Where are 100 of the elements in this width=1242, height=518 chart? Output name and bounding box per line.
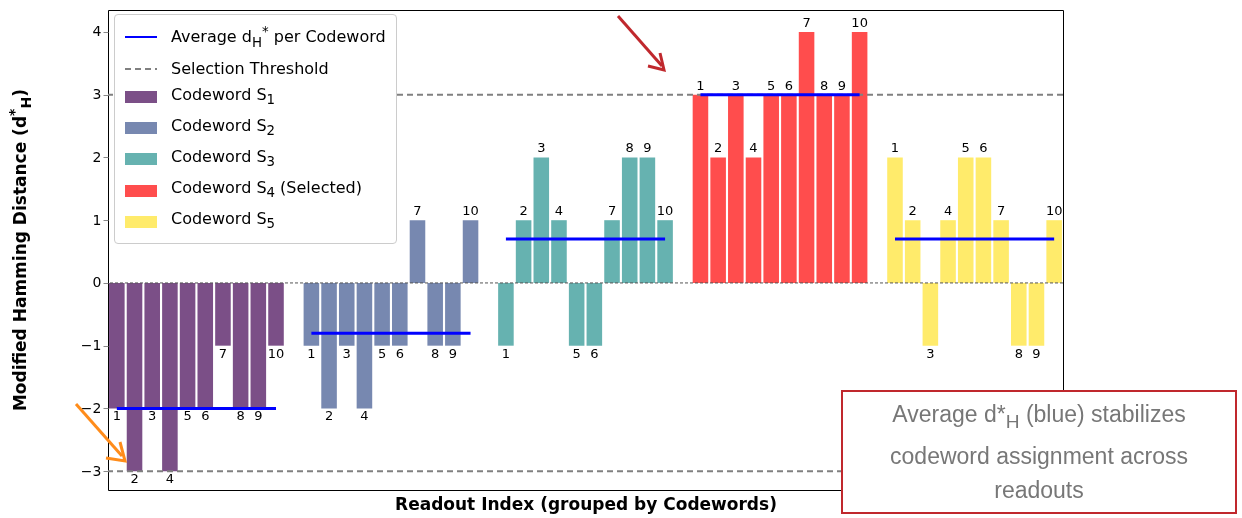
x-tick-label: 9 xyxy=(1032,345,1041,361)
bar xyxy=(197,282,214,409)
bar xyxy=(109,282,125,409)
bar xyxy=(1011,282,1027,346)
bar xyxy=(887,157,903,283)
x-tick-label: 6 xyxy=(201,408,210,424)
x-tick-label: 8 xyxy=(1014,345,1023,361)
x-tick-label: 2 xyxy=(908,203,917,219)
bar xyxy=(126,282,143,472)
x-tick-label: 7 xyxy=(996,203,1006,219)
bar xyxy=(834,94,850,283)
annotation: Average d*$_{H}$ (blue) stabilizes codeword assignment across readouts xyxy=(889,400,1189,505)
bar xyxy=(356,282,373,409)
bar xyxy=(692,94,709,283)
x-tick-label: 5 xyxy=(183,408,192,424)
x-tick-label: 4 xyxy=(554,203,564,219)
bar xyxy=(179,282,196,409)
legend-label: Codeword S$_{3}$ xyxy=(171,145,276,172)
bar xyxy=(498,282,514,346)
x-tick-label: 8 xyxy=(820,77,829,93)
legend-label: Codeword S$_{1}$ xyxy=(171,83,276,109)
bar xyxy=(957,157,974,283)
y-tick-label: −2 xyxy=(80,399,102,416)
bar xyxy=(1046,220,1062,283)
bar xyxy=(798,31,815,283)
x-tick-label: 3 xyxy=(731,77,740,93)
x-tick-label: 9 xyxy=(643,140,652,156)
x-tick-label: 1 xyxy=(501,345,511,361)
x-tick-label: 1 xyxy=(112,408,121,424)
bar xyxy=(427,282,443,346)
x-tick-label: 1 xyxy=(307,345,316,361)
bar xyxy=(215,282,231,346)
bar xyxy=(975,157,992,283)
x-tick-label: 3 xyxy=(342,345,351,361)
bar xyxy=(409,220,426,283)
bar xyxy=(586,282,603,346)
bar xyxy=(851,31,868,283)
y-tick-label: −3 xyxy=(80,462,102,479)
bar xyxy=(993,220,1009,283)
note-box: Average d*$_{H}$ (blue) stabilizes codeword assignment across readouts xyxy=(841,390,1237,514)
bar xyxy=(728,94,744,283)
x-tick-label: 5 xyxy=(961,140,970,156)
bar xyxy=(162,282,178,472)
bar xyxy=(940,220,956,283)
x-tick-label: 1 xyxy=(890,140,900,156)
x-tick-label: 4 xyxy=(943,203,953,219)
x-tick-label: 8 xyxy=(625,140,634,156)
bar xyxy=(374,282,390,346)
bar xyxy=(268,282,284,346)
x-tick-label: 10 xyxy=(462,203,479,219)
x-tick-label: 2 xyxy=(714,140,723,156)
legend-label: Average d$_{H}$$^{*}$ per Codeword xyxy=(171,23,386,52)
x-tick-label: 4 xyxy=(749,140,758,156)
x-tick-label: 5 xyxy=(767,77,776,93)
legend-label: Codeword S$_{4}$ (Selected) xyxy=(171,177,362,203)
x-tick-label: 10 xyxy=(656,203,674,219)
bar xyxy=(303,282,320,346)
x-axis-title: Readout Index (grouped by Codewords) xyxy=(395,493,777,514)
x-tick-label: 9 xyxy=(448,345,457,361)
bar xyxy=(392,282,408,346)
legend-label: Codeword S$_{2}$ xyxy=(171,114,276,140)
bar xyxy=(445,282,461,346)
bar xyxy=(250,282,267,409)
x-tick-label: 6 xyxy=(784,77,794,93)
x-tick-label: 4 xyxy=(360,408,369,424)
x-tick-label: 6 xyxy=(590,345,599,361)
x-tick-label: 2 xyxy=(519,203,528,219)
x-tick-label: 8 xyxy=(431,345,440,361)
bar xyxy=(745,157,762,283)
x-tick-label: 3 xyxy=(537,140,546,156)
x-tick-label: 7 xyxy=(607,203,617,219)
bar xyxy=(604,220,620,283)
x-tick-label: 6 xyxy=(979,140,988,156)
bar xyxy=(551,220,567,283)
x-tick-label: 7 xyxy=(218,345,228,361)
x-tick-label: 10 xyxy=(1045,203,1063,219)
x-tick-label: 5 xyxy=(377,345,387,361)
bar xyxy=(462,220,479,283)
bar xyxy=(1028,282,1045,346)
bar xyxy=(781,94,797,283)
x-tick-label: 10 xyxy=(851,14,868,30)
bar xyxy=(763,94,779,283)
bar xyxy=(321,282,337,409)
bar xyxy=(568,282,585,346)
x-tick-label: 7 xyxy=(802,14,811,30)
x-tick-label: 9 xyxy=(837,77,847,93)
x-tick-label: 9 xyxy=(254,408,263,424)
bar xyxy=(144,282,160,409)
x-tick-label: 6 xyxy=(395,345,404,361)
bar xyxy=(232,282,249,409)
x-tick-label: 3 xyxy=(926,345,935,361)
bar xyxy=(639,157,656,283)
y-tick-label: 0 xyxy=(92,274,102,291)
bar xyxy=(515,220,532,283)
x-tick-label: 5 xyxy=(572,345,581,361)
bar xyxy=(338,282,355,346)
y-tick-label: −1 xyxy=(80,337,102,354)
x-tick-label: 1 xyxy=(696,77,705,93)
bar xyxy=(621,157,638,283)
bar xyxy=(533,157,550,283)
